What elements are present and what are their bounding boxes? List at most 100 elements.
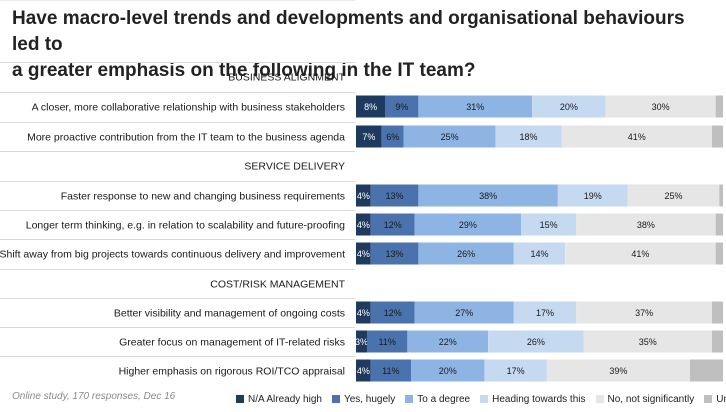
data-label: 17% — [507, 366, 525, 376]
data-label: 12% — [384, 308, 402, 318]
data-label: 8% — [364, 102, 377, 112]
legend-label: No, not significantly — [607, 393, 695, 405]
data-label: 39% — [609, 366, 627, 376]
bar-segment — [356, 359, 371, 382]
legend-item: Unsure — [704, 394, 726, 405]
bar-segment — [370, 359, 412, 382]
bar-segment — [576, 301, 712, 324]
bar-segment — [488, 330, 584, 353]
category-label: Faster response to new and changing busi… — [61, 191, 345, 203]
bar-segment — [411, 359, 485, 382]
bar-segment — [532, 95, 606, 118]
bar-segment — [495, 125, 562, 148]
data-label: 38% — [637, 220, 655, 230]
data-label: 4% — [357, 220, 370, 230]
bar-segment — [715, 95, 723, 118]
data-label: 25% — [441, 132, 459, 142]
bar-segment — [356, 330, 368, 353]
legend-item: No, not significantly — [595, 393, 695, 405]
data-label: 6% — [386, 132, 399, 142]
bar-segment — [370, 213, 415, 236]
section-heading: BUSINESS ALIGNMENT — [228, 72, 345, 84]
bar-segment — [546, 359, 690, 382]
bar-segment — [715, 242, 723, 265]
bar-segment — [414, 213, 522, 236]
category-label: Higher emphasis on rigorous ROI/TCO appr… — [119, 366, 345, 378]
legend-item: To a degree — [405, 394, 470, 405]
bar-segment — [605, 95, 716, 118]
data-label: 9% — [395, 102, 408, 112]
legend-label: Heading towards this — [492, 393, 586, 405]
legend-label: Unsure — [716, 393, 726, 405]
bar-segment — [521, 213, 577, 236]
data-label: 13% — [386, 249, 404, 259]
bar-segment — [711, 125, 723, 148]
data-label: 11% — [382, 366, 399, 376]
bar-segment — [414, 301, 514, 324]
data-label: 22% — [439, 337, 457, 347]
data-label: 11% — [379, 337, 396, 347]
bar-segment — [356, 213, 371, 236]
bar-segment — [557, 184, 628, 207]
legend-item: N/A Already high — [236, 394, 322, 405]
data-label: 35% — [639, 337, 657, 347]
data-label: 37% — [635, 308, 653, 318]
chart-legend: N/A Already high Yes, hugely To a degree He… — [236, 392, 726, 406]
bar-segment — [370, 184, 419, 207]
data-label: 15% — [540, 220, 558, 230]
bar-segment — [689, 359, 723, 382]
bar-segment — [356, 184, 371, 207]
legend-label: Yes, hugely — [343, 393, 396, 405]
data-label: 26% — [527, 337, 545, 347]
bar-segment — [418, 95, 533, 118]
data-label: 19% — [584, 191, 602, 201]
category-label: Better visibility and management of ongo… — [114, 308, 345, 320]
bar-segment — [407, 330, 489, 353]
bar-segment — [356, 125, 382, 148]
data-label: 20% — [560, 102, 578, 112]
data-label: 4% — [357, 249, 370, 259]
bar-segment — [356, 95, 386, 118]
bar-segment — [484, 359, 547, 382]
chart-title: Have macro-level trends and developments… — [12, 6, 712, 84]
data-label: 4% — [357, 308, 370, 318]
legend-item: Heading towards this — [480, 393, 586, 405]
category-label: More proactive contribution from the IT … — [27, 132, 345, 144]
bar-segment — [418, 184, 558, 207]
category-label: A closer, more collaborative relationshi… — [32, 102, 345, 114]
legend-label: To a degree — [417, 393, 471, 405]
data-label: 41% — [631, 249, 649, 259]
legend-swatch — [236, 395, 244, 403]
bar-segment — [715, 213, 723, 236]
data-label: 26% — [457, 249, 475, 259]
data-label: 3% — [355, 337, 368, 347]
bar-segment — [561, 125, 712, 148]
legend-swatch — [480, 395, 489, 403]
bar-segment — [367, 330, 408, 353]
category-label: Shift away from big projects towards con… — [0, 249, 345, 261]
data-label: 41% — [628, 132, 646, 142]
legend-label: N/A Already high — [248, 393, 322, 405]
bar-segment — [627, 184, 720, 207]
bar-segment — [513, 242, 566, 265]
data-label: 13% — [386, 191, 404, 201]
data-label: 38% — [479, 191, 497, 201]
data-label: 14% — [530, 249, 548, 259]
data-label: 31% — [466, 102, 484, 112]
section-heading: COST/RISK MANAGEMENT — [210, 279, 345, 291]
bar-segment — [583, 330, 712, 353]
legend-swatch — [331, 395, 340, 403]
bar-segment — [381, 125, 404, 148]
legend-swatch — [595, 395, 604, 403]
bar-segment — [418, 242, 514, 265]
chart-title-line-1: Have macro-level trends and developments… — [12, 8, 685, 55]
section-heading: SERVICE DELIVERY — [244, 161, 345, 173]
bar-segment — [513, 301, 577, 324]
footnote: Online study, 170 responses, Dec 16 — [12, 391, 176, 402]
data-label: 20% — [439, 366, 457, 376]
data-label: 12% — [384, 220, 402, 230]
data-label: 25% — [664, 191, 682, 201]
data-label: 4% — [357, 191, 370, 201]
legend-item: Yes, hugely — [331, 393, 396, 405]
bar-segment — [711, 301, 723, 324]
